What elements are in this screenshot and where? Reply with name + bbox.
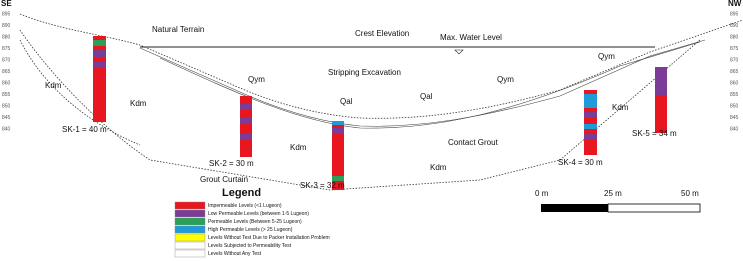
- label: Kdm: [290, 143, 307, 152]
- natural-terrain: [19, 13, 743, 119]
- legend-item: Levels Without Any Test: [208, 251, 262, 257]
- label: Qym: [598, 52, 615, 61]
- legend: Impermeable Levels (<1 Lugeon) Low Permea…: [174, 201, 330, 258]
- legend-swatch: [174, 225, 206, 234]
- elevation-label: 860: [2, 80, 11, 86]
- elevation-label: 870: [730, 57, 739, 63]
- borehole: [93, 36, 106, 122]
- label: Qym: [248, 75, 265, 84]
- elevation-label: 865: [2, 69, 11, 75]
- elevation-label: 895: [2, 11, 11, 17]
- label: Crest Elevation: [355, 29, 409, 38]
- elevation-label: 890: [2, 23, 11, 29]
- scale-label: 0 m: [535, 189, 549, 198]
- borehole: [584, 90, 597, 155]
- side-label: NW: [728, 0, 742, 8]
- legend-item: Low Permeable Levels (between 1-5 Lugeon…: [208, 211, 309, 217]
- elevation-label: 895: [730, 11, 739, 17]
- label: Qym: [497, 75, 514, 84]
- borehole: [332, 121, 344, 190]
- elevation-label: 850: [730, 103, 739, 109]
- legend-item: Impermeable Levels (<1 Lugeon): [208, 203, 282, 209]
- foundation-line: [139, 39, 706, 127]
- borehole-label: SK-1 = 40 m: [62, 125, 107, 134]
- legend-item: Levels Subjected to Permeability Test: [208, 243, 292, 249]
- legend-swatch: [174, 241, 206, 250]
- elevation-label: 890: [730, 23, 739, 29]
- label: Kdm: [612, 103, 629, 112]
- elevation-label: 840: [730, 126, 739, 132]
- legend-swatch: [174, 217, 206, 226]
- scale-bar: [607, 203, 701, 213]
- stripping-line: [159, 41, 701, 129]
- elevation-axes: 895 895 890 890 880 880 875 875 870 870 865 865 860 8…: [2, 11, 739, 132]
- legend-item: Permeable Levels (Between 5-25 Lugeon): [208, 219, 302, 225]
- borehole: [240, 96, 252, 157]
- scale-label: 50 m: [681, 189, 699, 198]
- legend-item: Levels Without Test Due to Packer Instal…: [208, 235, 330, 241]
- side-label: SE: [1, 0, 12, 8]
- elevation-label: 875: [2, 46, 11, 52]
- legend-swatch: [174, 233, 206, 242]
- elevation-label: 880: [2, 34, 11, 40]
- borehole-label: SK-5 = 34 m: [632, 129, 677, 138]
- borehole-label: SK-4 = 30 m: [558, 158, 603, 167]
- scale-bar: [541, 204, 608, 212]
- elevation-label: 850: [2, 103, 11, 109]
- grout-curtain: [19, 29, 701, 191]
- legend-swatch: [174, 209, 206, 218]
- label: Contact Grout: [448, 138, 499, 147]
- label: Stripping Excavation: [328, 68, 401, 77]
- borehole-label: SK-3 = 32 m: [300, 181, 345, 190]
- water-symbol: [454, 49, 464, 55]
- grout-curtain-edge: [19, 39, 141, 146]
- elevation-label: 840: [2, 126, 11, 132]
- legend-swatch: [174, 249, 206, 258]
- elevation-label: 845: [730, 115, 739, 121]
- label: Qal: [420, 92, 433, 101]
- label: Natural Terrain: [152, 25, 204, 34]
- label: Grout Curtain: [200, 175, 248, 184]
- label: Kdm: [430, 163, 447, 172]
- elevation-label: 875: [730, 46, 739, 52]
- label: Kdm: [130, 99, 147, 108]
- elevation-label: 880: [730, 34, 739, 40]
- elevation-label: 870: [2, 57, 11, 63]
- elevation-label: 855: [730, 92, 739, 98]
- elevation-label: 845: [2, 115, 11, 121]
- label: Qal: [340, 97, 353, 106]
- borehole-label: SK-2 = 30 m: [209, 159, 254, 168]
- elevation-label: 865: [730, 69, 739, 75]
- legend-item: High Permeable Levels (> 25 Lugeon): [208, 227, 293, 233]
- scale-label: 25 m: [604, 189, 622, 198]
- label: Max. Water Level: [440, 33, 502, 42]
- elevation-label: 860: [730, 80, 739, 86]
- legend-swatch: [174, 201, 206, 210]
- borehole: [655, 67, 667, 133]
- label: Kdm: [45, 81, 62, 90]
- legend-title: Legend: [222, 187, 261, 199]
- elevation-label: 855: [2, 92, 11, 98]
